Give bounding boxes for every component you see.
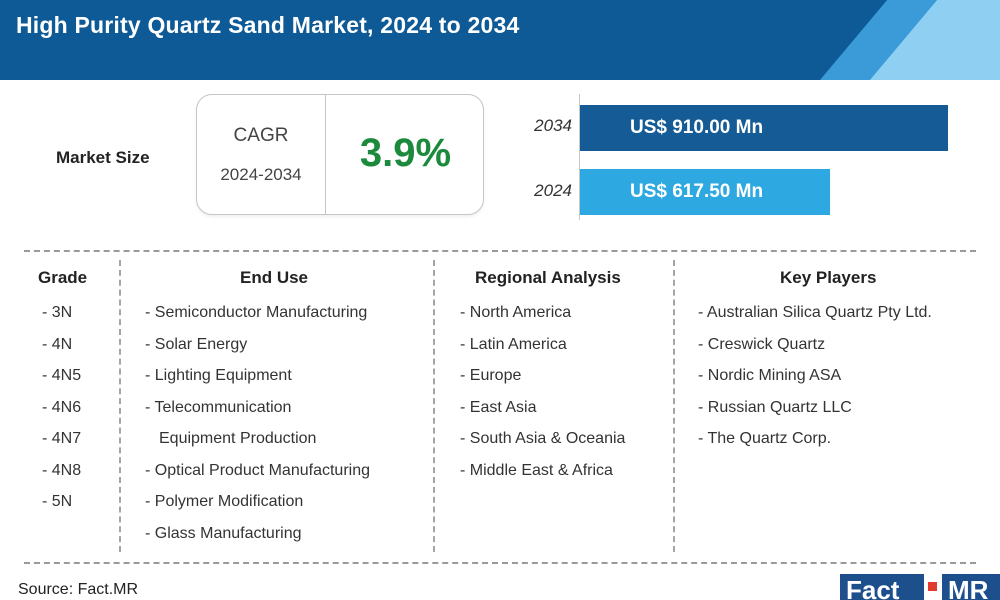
market-size-label: Market Size [56,148,150,167]
logo-dot [928,582,937,591]
regional-list: - North America - Latin America - Europe… [460,297,625,486]
bar-2034: US$ 910.00 Mn [580,105,948,151]
grade-list: - 3N - 4N - 4N5 - 4N6 - 4N7 - 4N8 - 5N [42,297,81,518]
list-item: - 4N8 [42,461,82,479]
source-text: Source: Fact.MR [18,581,139,598]
regional-heading: Regional Analysis [475,268,621,287]
cagr-value: 3.9% [359,131,452,175]
cagr-period: 2024-2034 [220,165,302,184]
list-item: - North America [460,304,572,321]
list-item: - 3N [42,304,73,321]
bottom-dashed-divider [24,562,976,564]
list-item: - 4N5 [42,367,82,384]
list-item: - Semiconductor Manufacturing [145,304,368,321]
list-item: - Creswick Quartz [698,335,826,353]
page-title: High Purity Quartz Sand Market, 2024 to … [16,12,520,38]
list-item: - Australian Silica Quartz Pty Ltd. [698,304,932,321]
key-players-heading: Key Players [780,268,877,287]
bar-axis-line [579,94,580,220]
list-item: - Middle East & Africa [460,461,613,479]
list-item: - Optical Product Manufacturing [145,461,370,479]
list-item: - South Asia & Oceania [460,430,626,447]
top-dashed-divider [24,250,976,252]
logo-mr-text: MR [942,574,1000,600]
bar-year-2024: 2024 [534,181,572,200]
list-item: - Latin America [460,335,567,353]
list-item: - Glass Manufacturing [145,524,302,542]
bar-2024: US$ 617.50 Mn [580,169,830,215]
list-item: Equipment Production [159,430,317,447]
list-item: - East Asia [460,398,537,416]
grade-heading: Grade [38,268,88,287]
cagr-divider [325,95,326,214]
list-item: - Telecommunication [145,398,292,416]
list-item: - Europe [460,367,522,384]
list-item: - 4N7 [42,430,82,447]
logo-fact-text: Fact [840,574,924,600]
list-item: - Nordic Mining ASA [698,367,842,384]
list-item: - Solar Energy [145,335,248,353]
column-divider-2 [433,260,435,552]
end-use-list: - Semiconductor Manufacturing - Solar En… [145,297,370,549]
key-players-list: - Australian Silica Quartz Pty Ltd. - Cr… [698,297,932,455]
factmr-logo: Fact MR [840,574,1000,600]
cagr-box: CAGR 2024-2034 3.9% [196,94,484,215]
list-item: - The Quartz Corp. [698,430,832,447]
column-divider-1 [119,260,121,552]
cagr-label: CAGR [233,125,289,146]
bar-year-2034: 2034 [534,116,572,135]
list-item: - Lighting Equipment [145,367,292,384]
list-item: - Polymer Modification [145,493,304,510]
header-banner: High Purity Quartz Sand Market, 2024 to … [0,0,1000,80]
column-divider-3 [673,260,675,552]
list-item: - Russian Quartz LLC [698,398,852,416]
list-item: - 4N [42,335,73,353]
list-item: - 4N6 [42,398,82,416]
end-use-heading: End Use [240,268,309,287]
list-item: - 5N [42,493,73,510]
